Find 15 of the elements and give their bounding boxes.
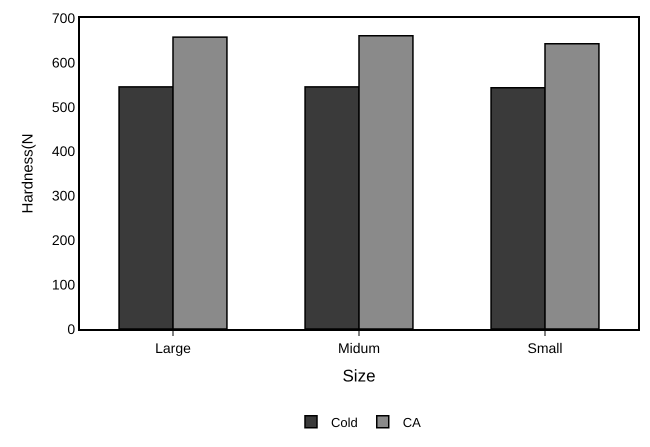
x-tick-label: Midum — [338, 340, 380, 356]
y-tick-label: 100 — [52, 276, 76, 292]
y-tick-label: 600 — [52, 54, 76, 70]
y-tick-label: 0 — [67, 320, 76, 337]
y-tick-label: 200 — [52, 232, 76, 248]
y-axis-title: Hardness(N — [20, 133, 37, 214]
x-axis-title: Size — [342, 366, 376, 386]
x-tick-label: Small — [527, 340, 563, 356]
legend-label: CA — [402, 414, 422, 430]
y-tick-label: 500 — [52, 98, 76, 115]
legend-label: Cold — [331, 414, 358, 430]
y-tick-label: 300 — [52, 188, 76, 204]
y-tick-label: 400 — [52, 143, 76, 160]
y-tick-label: 700 — [52, 10, 76, 26]
x-tick-label: Large — [155, 340, 192, 356]
